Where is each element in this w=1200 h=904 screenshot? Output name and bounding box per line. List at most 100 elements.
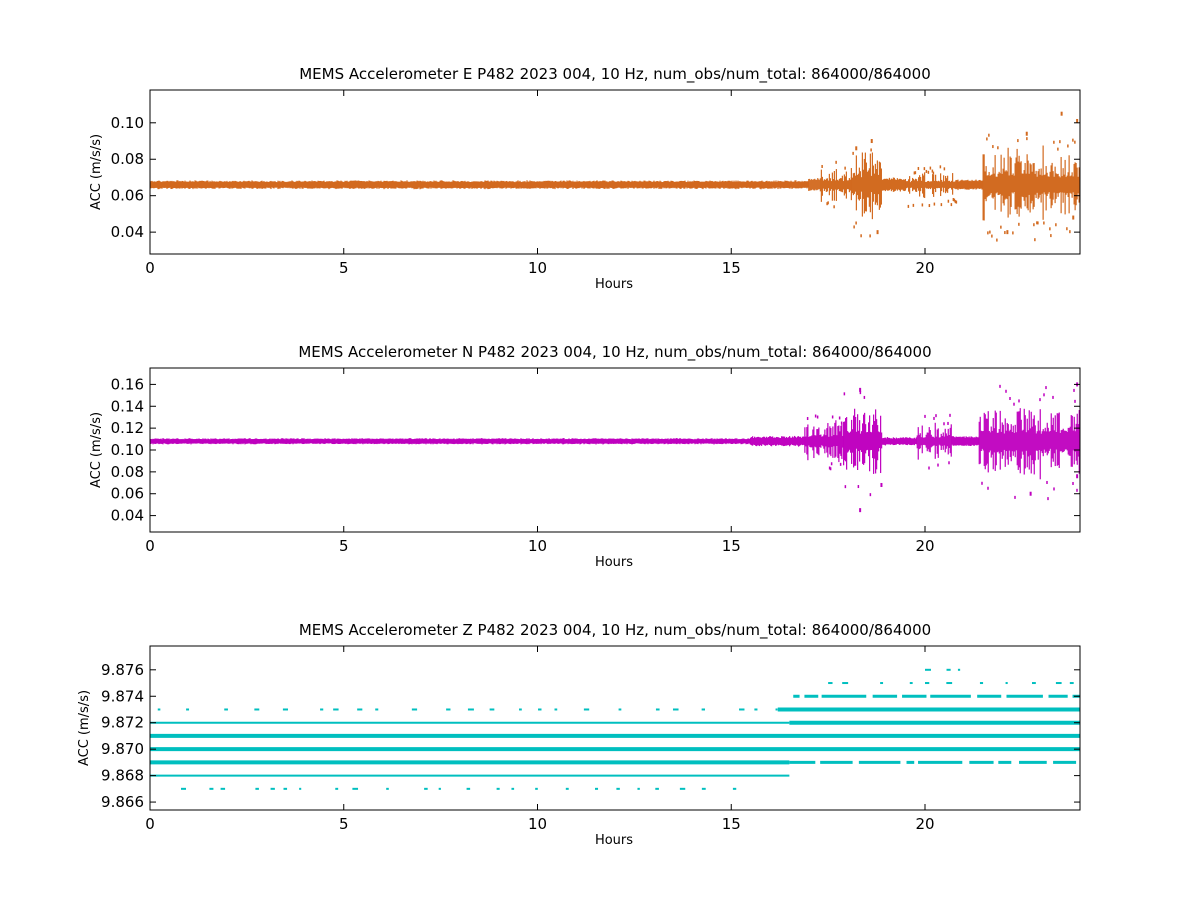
series-n-spike: [933, 416, 935, 420]
series-e-spike: [1074, 140, 1076, 144]
series-e-spike: [1059, 140, 1061, 144]
series-e-spike: [844, 166, 846, 170]
panel-e-xlabel: Hours: [595, 277, 633, 292]
series-e-spike: [852, 151, 854, 155]
series-n-spike: [1005, 389, 1007, 393]
y-tick-label: 0.06: [111, 187, 144, 205]
series-n-outlier: [859, 387, 862, 392]
panel-z-x-axis: 0 5 10 15 20: [145, 646, 935, 833]
series-n-spike: [830, 462, 833, 466]
x-tick-label: 0: [145, 259, 155, 277]
series-e-band: [150, 133, 1080, 242]
series-e-spike: [997, 146, 999, 150]
panel-n-plot-area: [150, 382, 1080, 513]
x-tick-label: 20: [915, 259, 934, 277]
series-e-spike: [931, 169, 934, 173]
series-n-spike: [949, 413, 951, 417]
series-e-spike: [870, 148, 872, 152]
series-n-spike: [831, 415, 834, 419]
series-n-spike: [828, 466, 831, 470]
series-e-spike: [987, 231, 989, 235]
series-e-spike: [991, 234, 993, 238]
series-e-spike: [925, 169, 928, 173]
panel-n-xlabel: Hours: [595, 555, 633, 570]
series-n-spike: [838, 416, 841, 420]
series-e-spike: [827, 201, 829, 205]
series-e-outlier: [1060, 111, 1063, 116]
x-tick-label: 15: [722, 259, 741, 277]
series-n-spike: [1014, 495, 1016, 499]
y-tick-label: 0.08: [111, 463, 144, 481]
y-tick-label: 0.08: [111, 150, 144, 168]
x-tick-label: 0: [145, 537, 155, 555]
x-tick-label: 10: [528, 815, 547, 833]
y-tick-label: 9.874: [101, 687, 144, 705]
panel-n-title: MEMS Accelerometer N P482 2023 004, 10 H…: [298, 343, 931, 362]
panel-e-x-axis: 0 5 10 15 20: [145, 90, 935, 277]
panel-z-frame: [149, 645, 1081, 811]
series-e-spike: [1057, 147, 1059, 151]
series-n-spike: [924, 414, 926, 418]
series-e-spike: [912, 203, 915, 207]
series-e-spike: [1004, 231, 1006, 235]
y-tick-label: 9.870: [101, 740, 144, 758]
x-tick-label: 15: [722, 815, 741, 833]
series-e-outlier: [870, 139, 873, 144]
series-e-spike: [955, 200, 958, 204]
series-e-spike: [1066, 227, 1068, 231]
panel-e-plot-area: [150, 111, 1080, 242]
series-n-outlier: [859, 508, 862, 513]
series-e-spike: [1026, 137, 1028, 141]
series-n-spike: [928, 466, 930, 470]
x-tick-label: 20: [915, 815, 934, 833]
y-tick-label: 9.876: [101, 661, 144, 679]
x-tick-label: 10: [528, 259, 547, 277]
panel-z-title: MEMS Accelerometer Z P482 2023 004, 10 H…: [299, 621, 931, 640]
series-e-spike: [939, 165, 942, 169]
series-e-spike: [928, 204, 931, 208]
series-n-spike: [829, 467, 832, 471]
series-e-spike: [954, 200, 957, 204]
panel-e: MEMS Accelerometer E P482 2023 004, 10 H…: [89, 65, 1081, 292]
series-e-spike: [929, 166, 932, 170]
series-n-spike: [987, 486, 989, 490]
series-e-spike: [913, 171, 916, 175]
series-n-spike: [1073, 388, 1075, 392]
series-e-spike: [1053, 140, 1055, 144]
y-tick-label: 0.10: [111, 441, 144, 459]
series-e-outlier: [1072, 215, 1075, 220]
series-e-spike: [826, 202, 828, 206]
series-e-spike: [855, 221, 857, 225]
series-e-spike: [853, 225, 855, 229]
series-n-outlier: [1029, 491, 1032, 496]
series-n-spike: [943, 422, 945, 426]
series-n-spike: [999, 384, 1001, 388]
series-e-spike: [947, 199, 950, 203]
y-tick-label: 0.04: [111, 507, 144, 525]
panel-e-y-axis: 0.04 0.06 0.08 0.10: [111, 114, 1080, 241]
series-e-spike: [1043, 221, 1045, 225]
series-e-spike: [1036, 221, 1038, 225]
series-n-outlier: [880, 482, 883, 487]
y-tick-label: 0.16: [111, 375, 144, 393]
panel-z-xlabel: Hours: [595, 833, 633, 848]
panel-n-x-axis: 0 5 10 15 20: [145, 368, 935, 555]
series-n-spike: [937, 463, 939, 467]
panel-z-y-axis: 9.866 9.868 9.870 9.872 9.874 9.876: [101, 661, 1080, 811]
series-e-spike: [953, 198, 956, 202]
series-e-spike: [923, 167, 926, 171]
series-e-spike: [940, 203, 943, 207]
y-tick-label: 0.06: [111, 485, 144, 503]
series-n-spike: [806, 417, 809, 421]
series-n-spike: [844, 485, 847, 489]
series-e-spike: [1037, 221, 1039, 225]
series-e-spike: [1069, 230, 1071, 234]
series-e-spike: [869, 234, 871, 238]
series-e-spike: [952, 197, 955, 201]
series-n-spike: [1043, 393, 1045, 397]
panel-z: MEMS Accelerometer Z P482 2023 004, 10 H…: [77, 621, 1081, 848]
series-e-spike: [1034, 238, 1036, 242]
panel-z-plot-area: [150, 668, 1080, 790]
panel-z-ylabel: ACC (m/s/s): [77, 690, 92, 766]
